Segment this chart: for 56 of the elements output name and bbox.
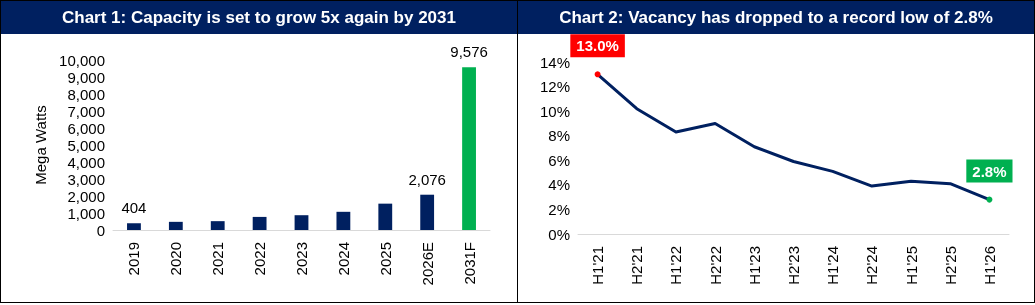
y-tick-label: 6% <box>548 151 570 169</box>
x-tick-label: 2019 <box>125 242 143 276</box>
y-tick-label: 2,000 <box>67 187 105 205</box>
y-axis-title: Mega Watts <box>32 105 50 185</box>
y-tick-label: 12% <box>539 78 570 96</box>
y-tick-label: 2% <box>548 200 570 218</box>
y-tick-label: 0% <box>548 225 570 243</box>
y-tick-label: 8,000 <box>67 85 105 103</box>
x-tick-label: 2024 <box>334 242 352 276</box>
data-label: 13.0% <box>576 37 619 55</box>
x-tick-label: 2020 <box>167 242 185 276</box>
x-tick-label: 2025 <box>376 242 394 276</box>
bar <box>378 203 393 230</box>
chart-title: Chart 2: Vacancy has dropped to a record low of 2.8% <box>518 1 1034 34</box>
x-tick-label: H1'25 <box>902 246 920 285</box>
data-label: 2,076 <box>408 170 446 188</box>
y-tick-label: 5,000 <box>67 136 105 154</box>
y-tick-label: 1,000 <box>67 204 105 222</box>
x-tick-label: H2'21 <box>628 246 646 285</box>
data-label: 2.8% <box>972 162 1007 180</box>
data-label: 404 <box>121 199 147 217</box>
x-tick-label: H1'21 <box>589 246 607 285</box>
x-tick-label: 2022 <box>251 242 269 276</box>
y-tick-label: 6,000 <box>67 119 105 137</box>
y-tick-label: 8% <box>548 127 570 145</box>
x-tick-label: H1'23 <box>745 246 763 285</box>
x-tick-label: 2026E <box>418 242 436 286</box>
chart-title: Chart 1: Capacity is set to grow 5x again by 2031 <box>1 1 517 34</box>
y-tick-label: 10,000 <box>59 51 105 69</box>
y-tick-label: 3,000 <box>67 170 105 188</box>
y-tick-label: 0 <box>96 221 105 239</box>
y-tick-label: 4,000 <box>67 153 105 171</box>
x-tick-label: H1'24 <box>824 246 842 285</box>
x-tick-label: 2023 <box>293 242 310 276</box>
data-label: 9,576 <box>450 43 488 61</box>
bar <box>420 194 435 230</box>
x-tick-label: H1'26 <box>980 246 998 285</box>
x-tick-label: H2'22 <box>706 246 724 285</box>
x-tick-label: H2'23 <box>785 246 802 285</box>
y-tick-label: 10% <box>539 102 570 120</box>
bar <box>210 221 225 230</box>
bar <box>294 215 309 230</box>
y-tick-label: 9,000 <box>67 68 105 86</box>
bar <box>252 216 267 230</box>
y-tick-label: 7,000 <box>67 102 105 120</box>
x-tick-label: H2'25 <box>941 246 959 285</box>
x-tick-label: 2021 <box>209 242 227 276</box>
x-tick-label: 2031F <box>460 242 478 285</box>
x-tick-label: H1'22 <box>667 246 685 285</box>
bar <box>127 223 141 230</box>
y-tick-label: 14% <box>539 53 570 71</box>
y-tick-label: 4% <box>548 176 570 194</box>
bar <box>336 211 351 230</box>
bar <box>168 221 183 230</box>
x-tick-label: H2'24 <box>863 246 881 285</box>
bar <box>462 67 476 230</box>
